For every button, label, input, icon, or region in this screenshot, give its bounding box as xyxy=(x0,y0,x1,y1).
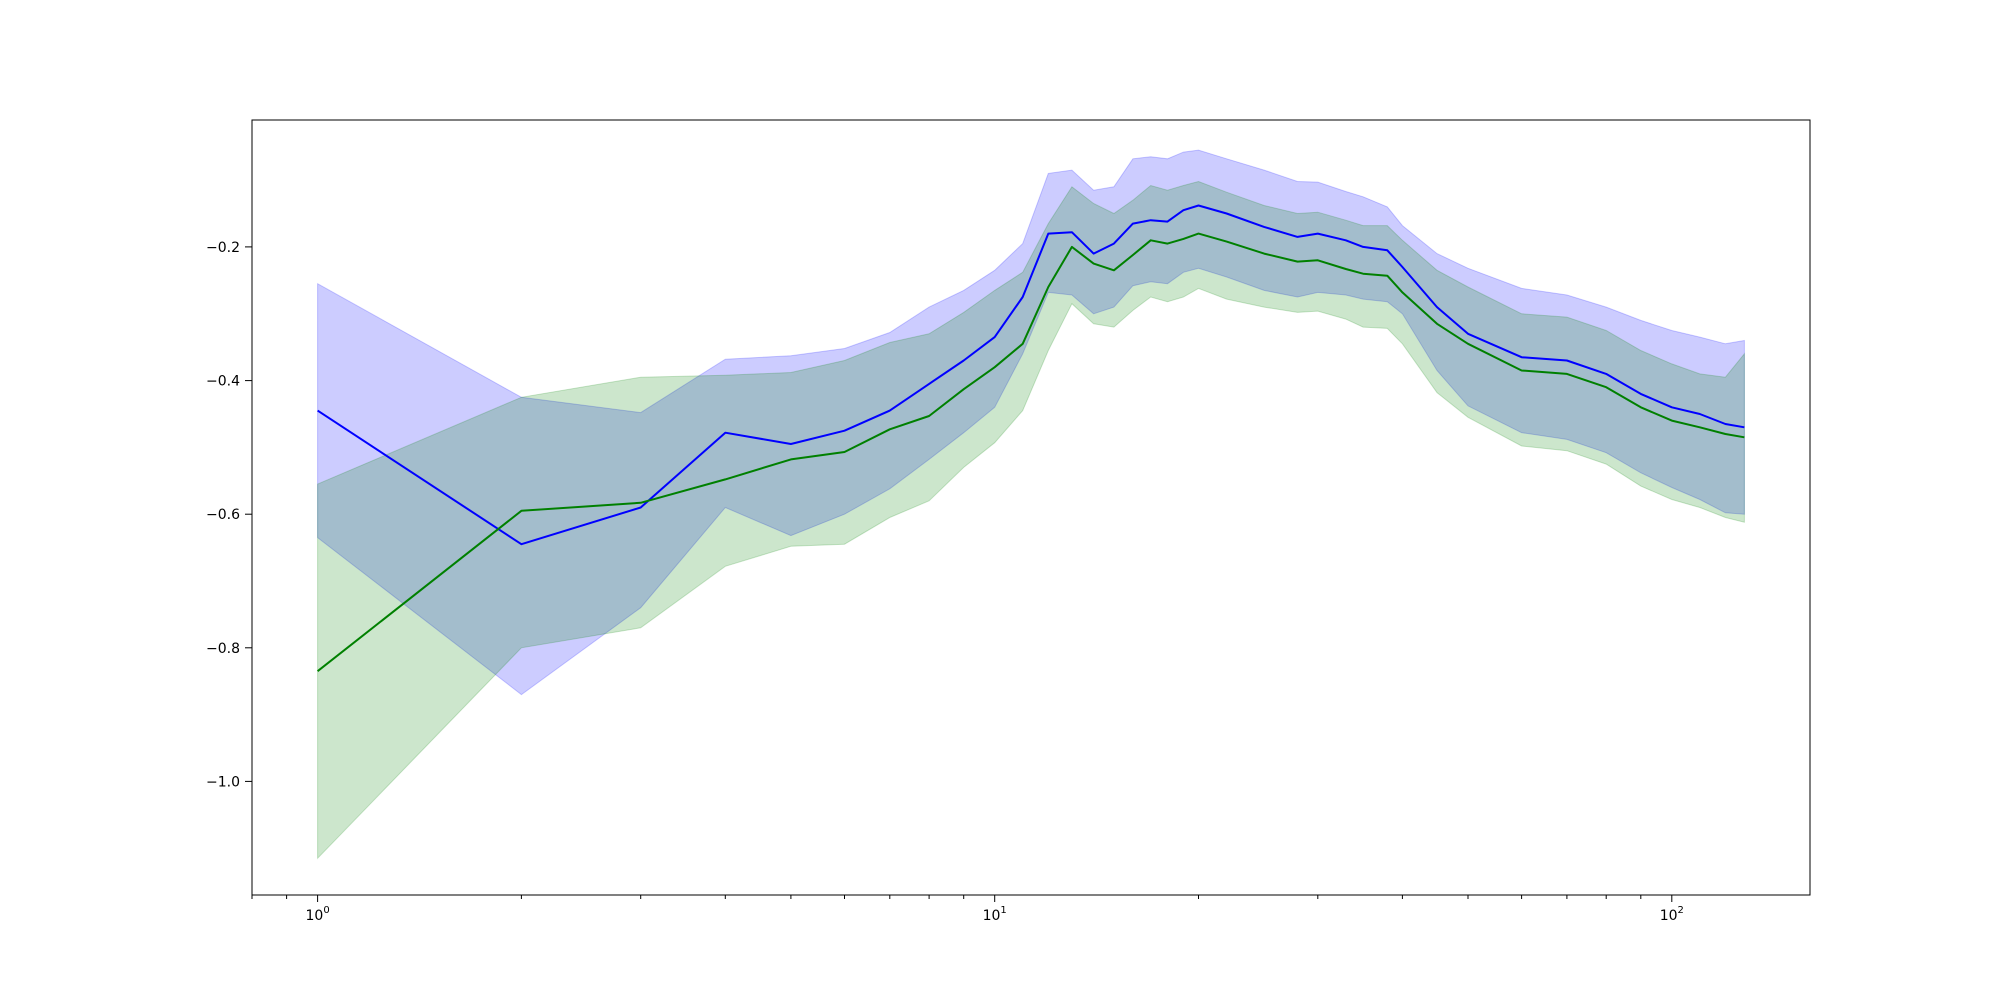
y-tick-label: −1.0 xyxy=(206,774,240,790)
plot-frame xyxy=(251,119,1811,896)
y-tick-label: −0.6 xyxy=(206,507,240,523)
y-axis: −1.0 −0.8 −0.6 −0.4 −0.2 xyxy=(206,240,252,790)
y-tick-label: −0.4 xyxy=(206,374,240,390)
x-tick-label: 100 xyxy=(305,905,329,924)
x-axis: 100 101 102 xyxy=(251,895,1684,924)
y-tick-label: −0.8 xyxy=(206,641,240,657)
confidence-bands xyxy=(317,149,1745,860)
y-tick-label: −0.2 xyxy=(206,240,240,256)
series-1-band xyxy=(317,149,1745,696)
series-lines xyxy=(316,204,1745,672)
series-1-line xyxy=(317,204,1745,546)
x-tick-label: 102 xyxy=(1660,905,1684,924)
series-2-band xyxy=(317,180,1745,860)
x-tick-label: 101 xyxy=(983,905,1007,924)
series-2-line xyxy=(316,232,1745,672)
